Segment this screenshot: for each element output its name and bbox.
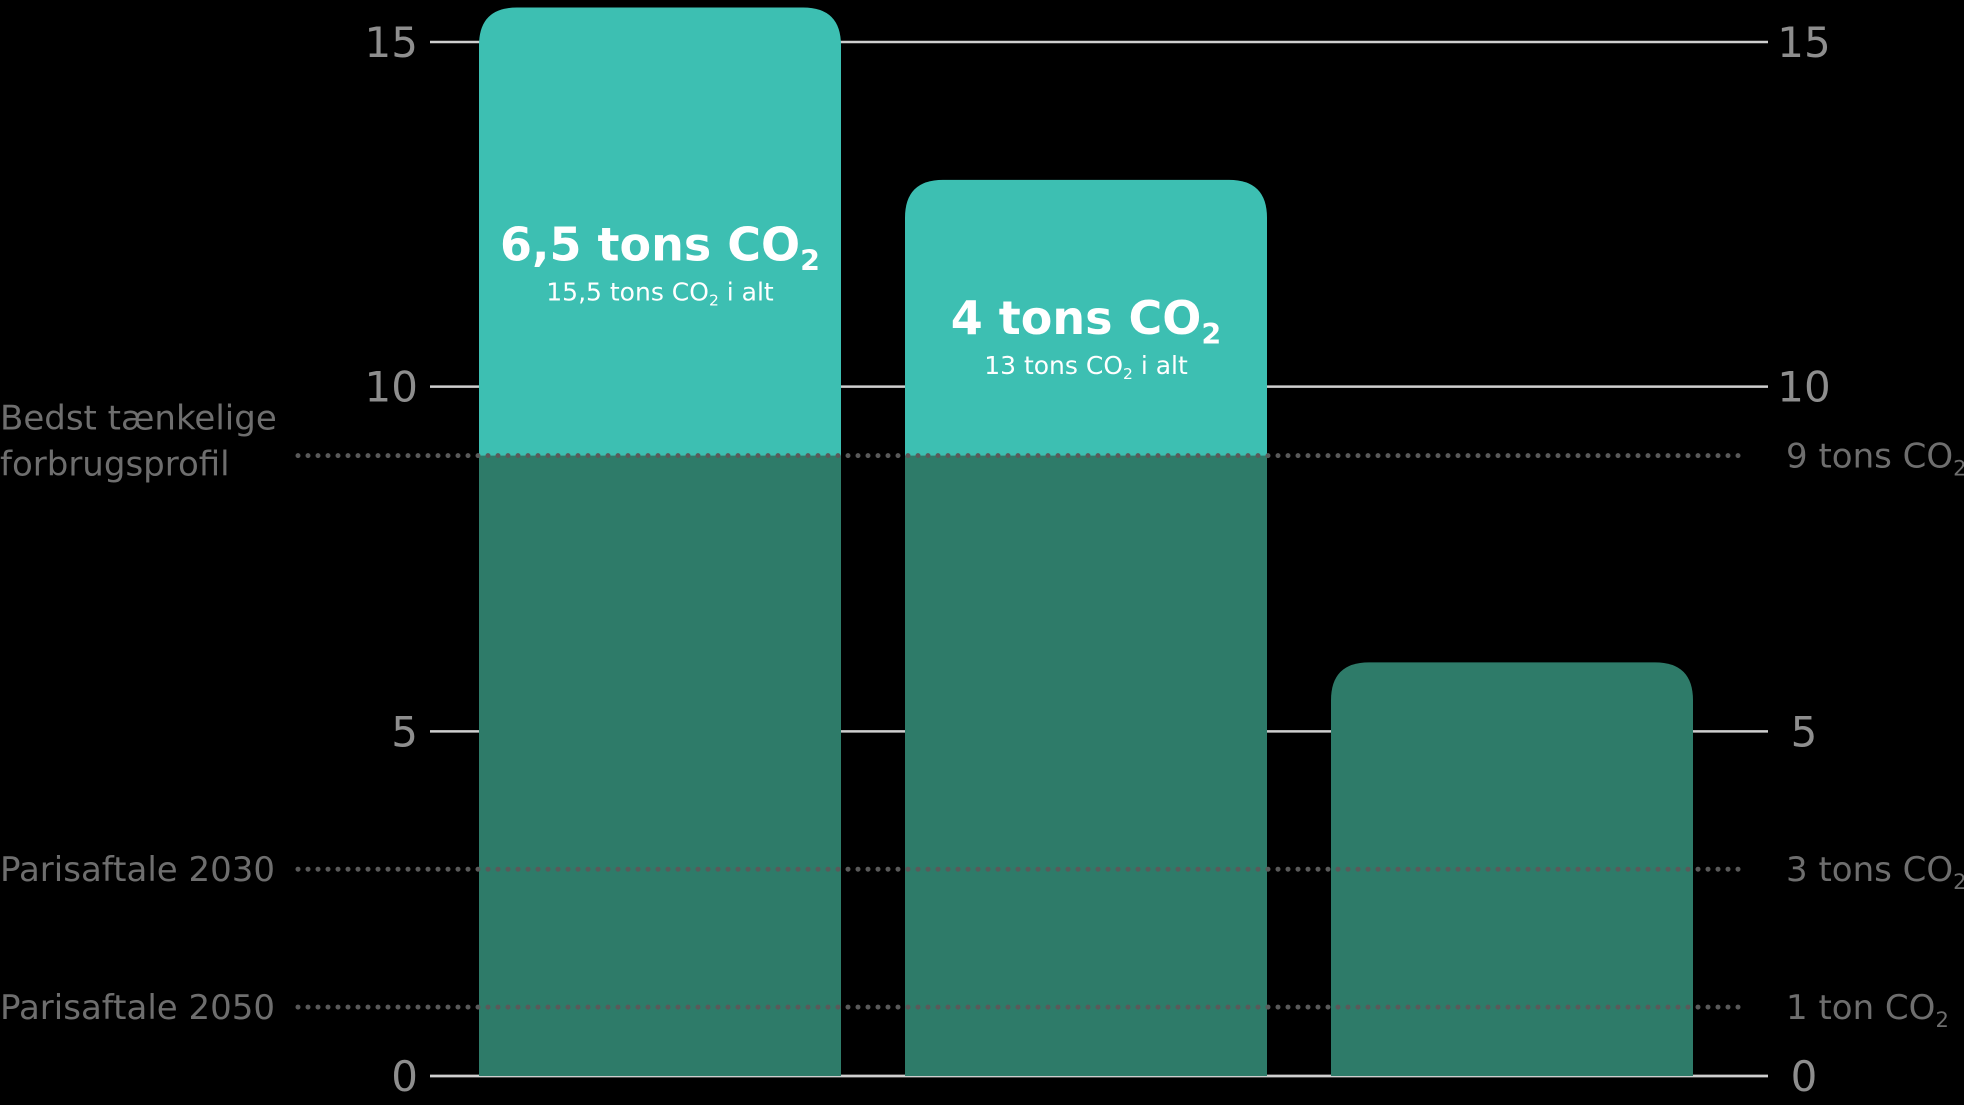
reference-lines: Bedst tænkelige forbrugsprofil 9 tons CO2 P… <box>0 399 1964 1032</box>
y-tick-left-5: 5 <box>391 707 418 756</box>
reference-label-right-1: 9 tons CO2 <box>1786 437 1964 481</box>
reference-label-left-1-line-2: forbrugsprofil <box>0 445 230 485</box>
y-tick-right-15: 15 <box>1777 18 1830 67</box>
bar-2-base-segment <box>905 455 1267 1077</box>
y-tick-right-0: 0 <box>1791 1052 1818 1101</box>
bar-3-base-segment <box>1331 662 1693 1076</box>
bar-1-extra-segment <box>479 7 841 457</box>
reference-label-right-2: 3 tons CO2 <box>1786 850 1964 894</box>
y-tick-left-15: 15 <box>365 18 418 67</box>
bar-1-value-label: 6,5 tons CO2 <box>500 218 820 278</box>
bar-2-total-label: 13 tons CO2 i alt <box>984 351 1188 383</box>
bar-2-extra-segment <box>905 179 1267 457</box>
reference-label-left-1-line-1: Bedst tænkelige <box>0 399 277 439</box>
bar-1-total-label: 15,5 tons CO2 i alt <box>546 278 774 310</box>
y-tick-right-10: 10 <box>1777 363 1830 412</box>
bar-2-value-label: 4 tons CO2 <box>951 291 1221 351</box>
bar-1-base-segment <box>479 455 841 1077</box>
y-tick-left-0: 0 <box>391 1052 418 1101</box>
bars <box>479 7 1693 1077</box>
reference-label-left-3: Parisaftale 2050 <box>0 988 275 1028</box>
axis-ticks: 0 0 5 5 10 10 15 15 <box>365 18 1831 1101</box>
reference-label-left-2: Parisaftale 2030 <box>0 850 275 890</box>
y-tick-right-5: 5 <box>1791 707 1818 756</box>
y-tick-left-10: 10 <box>365 363 418 412</box>
reference-label-right-3: 1 ton CO2 <box>1786 988 1949 1032</box>
